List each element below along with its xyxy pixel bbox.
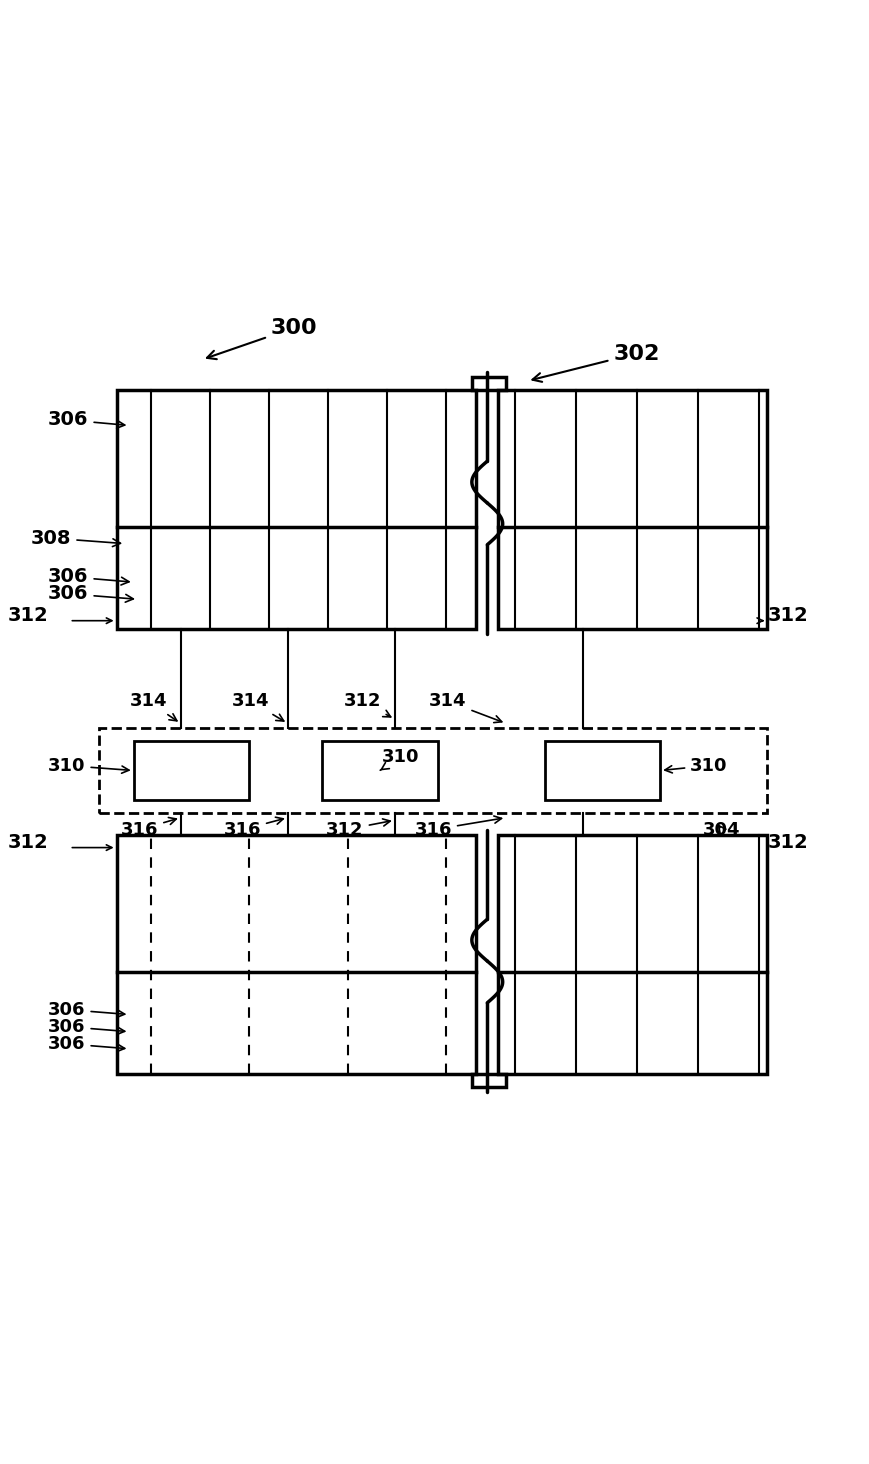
Text: 300: 300 [207,318,317,359]
Text: 310: 310 [664,757,726,774]
Text: 316: 316 [414,815,501,839]
Text: 310: 310 [380,748,419,770]
Bar [99,728,766,814]
Text: 304: 304 [702,821,740,839]
Bar [322,741,437,801]
Bar [544,741,660,801]
Bar [116,834,475,1075]
Text: 306: 306 [48,567,129,586]
Bar [497,389,766,630]
Text: 316: 316 [121,817,176,839]
Bar [471,376,506,389]
Bar [471,1075,506,1088]
Text: 306: 306 [48,584,133,603]
Text: 312: 312 [766,606,807,625]
Text: 312: 312 [766,833,807,852]
Text: 316: 316 [223,817,283,839]
Text: 306: 306 [48,1000,124,1019]
Text: 306: 306 [48,1035,124,1053]
Text: 306: 306 [48,410,124,429]
Bar [116,389,475,630]
Text: 312: 312 [326,818,390,839]
Text: 308: 308 [31,529,120,548]
Text: 312: 312 [7,833,48,852]
Bar [134,741,249,801]
Bar [497,834,766,1075]
Text: 306: 306 [48,1017,124,1035]
Text: 314: 314 [428,692,501,723]
Text: 312: 312 [343,692,390,717]
Text: 302: 302 [532,344,659,382]
Text: 310: 310 [48,757,129,774]
Text: 314: 314 [129,692,176,720]
Text: 312: 312 [7,606,48,625]
Text: 314: 314 [232,692,283,722]
